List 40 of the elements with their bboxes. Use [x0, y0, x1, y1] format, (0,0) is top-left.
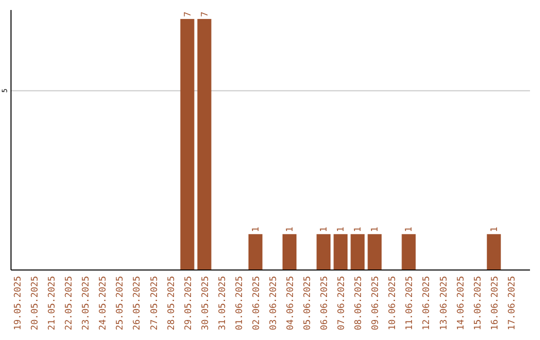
x-tick-label: 10.06.2025 [388, 276, 398, 330]
x-tick-label: 06.06.2025 [320, 276, 330, 330]
data-label: 1 [354, 226, 364, 232]
x-tick-label: 13.06.2025 [439, 276, 450, 330]
data-label: 1 [490, 226, 500, 232]
x-tick-label: 23.05.2025 [82, 276, 92, 330]
x-tick-label: 20.05.2025 [30, 276, 41, 330]
x-tick-label: 07.06.2025 [337, 276, 348, 330]
x-tick-label: 03.06.2025 [268, 276, 279, 330]
x-tick-label: 17.06.2025 [507, 276, 518, 330]
x-tick-label: 04.06.2025 [286, 276, 296, 330]
data-label: 1 [336, 226, 347, 232]
x-tick-label: 12.06.2025 [422, 276, 432, 330]
data-label: 1 [285, 226, 296, 232]
data-label: 1 [370, 226, 381, 232]
data-label: 7 [183, 12, 194, 17]
x-tick-label: 28.05.2025 [166, 276, 177, 330]
x-tick-label: 24.05.2025 [98, 276, 109, 330]
x-tick-label: 09.06.2025 [371, 276, 382, 330]
x-tick-label: 25.05.2025 [116, 276, 126, 330]
x-tick-label: 26.05.2025 [132, 276, 143, 330]
x-tick-label: 01.06.2025 [234, 276, 245, 330]
x-tick-label: 21.05.2025 [48, 276, 58, 330]
x-tick-label: 02.06.2025 [252, 276, 262, 330]
x-tick-label: 08.06.2025 [354, 276, 364, 330]
data-label: 1 [320, 226, 330, 232]
x-tick-label: 22.05.2025 [64, 276, 75, 330]
data-label: 1 [251, 226, 262, 232]
data-label: 1 [404, 226, 415, 232]
x-tick-label: 11.06.2025 [405, 276, 416, 330]
x-tick-label: 05.06.2025 [303, 276, 314, 330]
x-tick-label: 27.05.2025 [150, 276, 160, 330]
x-tick-label: 31.05.2025 [218, 276, 228, 330]
x-tick-label: 16.06.2025 [490, 276, 500, 330]
data-label: 7 [200, 12, 210, 17]
x-tick-label: 15.06.2025 [473, 276, 484, 330]
x-tick-label: 30.05.2025 [200, 276, 211, 330]
x-tick-label: 19.05.2025 [14, 276, 24, 330]
x-tick-label: 29.05.2025 [184, 276, 194, 330]
x-tick-label: 14.06.2025 [456, 276, 466, 330]
